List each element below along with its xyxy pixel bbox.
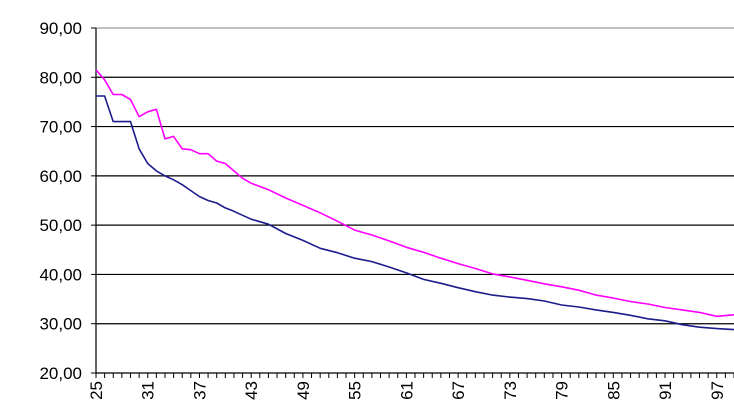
series-line-2 bbox=[96, 95, 734, 331]
x-tick-label: 79 bbox=[553, 381, 572, 400]
x-tick-label: 55 bbox=[346, 381, 365, 400]
y-tick-label: 80,00 bbox=[39, 68, 82, 87]
y-tick-label: 20,00 bbox=[39, 364, 82, 383]
axes bbox=[91, 27, 734, 378]
y-tick-labels: 90,00 80,00 70,00 60,00 50,00 40,00 30,00 20,00 bbox=[39, 19, 82, 383]
x-tick-label: 91 bbox=[656, 381, 675, 400]
y-tick-label: 50,00 bbox=[39, 216, 82, 235]
series-group bbox=[95, 69, 734, 331]
x-tick-label: 43 bbox=[242, 381, 261, 400]
x-tick-label: 61 bbox=[397, 381, 416, 400]
grid-lines bbox=[96, 27, 734, 325]
x-tick-label: 73 bbox=[501, 381, 520, 400]
x-tick-label: 25 bbox=[87, 381, 106, 400]
x-tick-label: 97 bbox=[708, 381, 727, 400]
x-tick-label: 37 bbox=[190, 381, 209, 400]
y-tick-label: 60,00 bbox=[39, 167, 82, 186]
series-line-1 bbox=[95, 69, 734, 318]
x-tick-label: 31 bbox=[139, 381, 158, 400]
x-tick-labels: 25 31 37 43 49 55 61 67 73 79 85 91 97 bbox=[87, 381, 727, 400]
x-tick-label: 85 bbox=[604, 381, 623, 400]
y-tick-label: 90,00 bbox=[39, 19, 82, 38]
x-tick-label: 49 bbox=[294, 381, 313, 400]
x-tick-label: 67 bbox=[449, 381, 468, 400]
y-tick-label: 40,00 bbox=[39, 265, 82, 284]
y-tick-label: 30,00 bbox=[39, 315, 82, 334]
y-tick-label: 70,00 bbox=[39, 118, 82, 137]
